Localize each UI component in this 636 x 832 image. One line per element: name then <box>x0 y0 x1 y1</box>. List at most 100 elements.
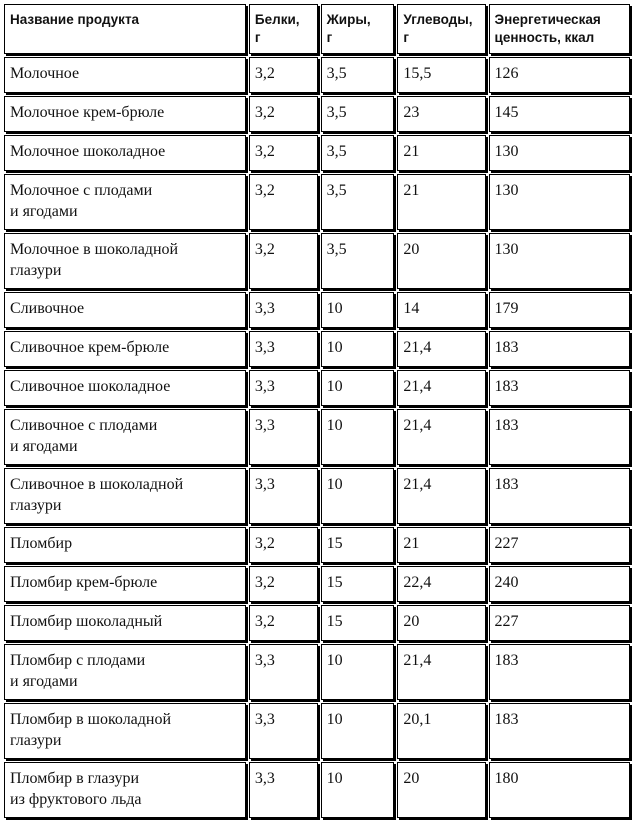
product-cell: Пломбир с плодами и ягодами <box>4 644 246 700</box>
table-row: Пломбир крем-брюле 3,2 15 22,4 240 <box>4 566 630 602</box>
value-cell: 21,4 <box>397 468 486 524</box>
header-cell: Белки, г <box>248 4 318 54</box>
value-cell: 3,5 <box>320 233 395 289</box>
value-cell: 21 <box>397 527 486 563</box>
value-cell: 3,3 <box>248 292 318 328</box>
value-cell: 10 <box>320 292 395 328</box>
value-cell: 227 <box>488 605 630 641</box>
value-cell: 130 <box>488 135 630 171</box>
value-cell: 10 <box>320 331 395 367</box>
table-row: Сливочное с плодами и ягодами 3,3 10 21,4 18… <box>4 409 630 465</box>
product-cell: Сливочное <box>4 292 246 328</box>
value-cell: 21 <box>397 174 486 230</box>
table-row: Сливочное шоколадное 3,3 10 21,4 183 <box>4 370 630 406</box>
product-cell: Молочное в шоколадной глазури <box>4 233 246 289</box>
value-cell: 179 <box>488 292 630 328</box>
table-row: Сливочное 3,3 10 14 179 <box>4 292 630 328</box>
product-cell: Молочное шоколадное <box>4 135 246 171</box>
value-cell: 3,5 <box>320 135 395 171</box>
product-cell: Пломбир в шоколадной глазури <box>4 703 246 759</box>
table-row: Пломбир с плодами и ягодами 3,3 10 21,4 183 <box>4 644 630 700</box>
header-cell: Жиры, г <box>320 4 395 54</box>
value-cell: 21,4 <box>397 409 486 465</box>
product-cell: Пломбир шоколадный <box>4 605 246 641</box>
value-cell: 15 <box>320 605 395 641</box>
value-cell: 3,3 <box>248 762 318 818</box>
value-cell: 20 <box>397 233 486 289</box>
value-cell: 3,3 <box>248 703 318 759</box>
table-row: Пломбир в шоколадной глазури 3,3 10 20,1 183 <box>4 703 630 759</box>
value-cell: 183 <box>488 468 630 524</box>
value-cell: 130 <box>488 174 630 230</box>
product-cell: Молочное крем-брюле <box>4 96 246 132</box>
value-cell: 10 <box>320 762 395 818</box>
value-cell: 15,5 <box>397 57 486 93</box>
value-cell: 3,2 <box>248 527 318 563</box>
table-row: Молочное 3,2 3,5 15,5 126 <box>4 57 630 93</box>
product-cell: Сливочное в шоколадной глазури <box>4 468 246 524</box>
value-cell: 145 <box>488 96 630 132</box>
value-cell: 21,4 <box>397 331 486 367</box>
table-row: Пломбир в глазури из фруктового льда 3,3 1… <box>4 762 630 818</box>
value-cell: 3,2 <box>248 566 318 602</box>
table-body: Молочное 3,2 3,5 15,5 126 Молочное крем-брюле… <box>4 57 630 818</box>
value-cell: 183 <box>488 331 630 367</box>
value-cell: 23 <box>397 96 486 132</box>
product-cell: Пломбир крем-брюле <box>4 566 246 602</box>
value-cell: 10 <box>320 409 395 465</box>
value-cell: 20 <box>397 605 486 641</box>
table-row: Сливочное в шоколадной глазури 3,3 10 21,4 1… <box>4 468 630 524</box>
value-cell: 126 <box>488 57 630 93</box>
value-cell: 10 <box>320 370 395 406</box>
value-cell: 3,2 <box>248 57 318 93</box>
table-row: Молочное шоколадное 3,2 3,5 21 130 <box>4 135 630 171</box>
value-cell: 3,5 <box>320 96 395 132</box>
value-cell: 3,3 <box>248 409 318 465</box>
value-cell: 14 <box>397 292 486 328</box>
value-cell: 20 <box>397 762 486 818</box>
product-cell: Молочное с плодами и ягодами <box>4 174 246 230</box>
value-cell: 3,2 <box>248 96 318 132</box>
value-cell: 21,4 <box>397 370 486 406</box>
table-row: Пломбир шоколадный 3,2 15 20 227 <box>4 605 630 641</box>
table-row: Молочное в шоколадной глазури 3,2 3,5 20 130 <box>4 233 630 289</box>
value-cell: 183 <box>488 370 630 406</box>
value-cell: 3,2 <box>248 605 318 641</box>
value-cell: 3,2 <box>248 174 318 230</box>
table-row: Молочное с плодами и ягодами 3,2 3,5 21 130 <box>4 174 630 230</box>
value-cell: 3,3 <box>248 468 318 524</box>
value-cell: 227 <box>488 527 630 563</box>
product-cell: Пломбир в глазури из фруктового льда <box>4 762 246 818</box>
value-cell: 183 <box>488 703 630 759</box>
value-cell: 15 <box>320 527 395 563</box>
value-cell: 3,2 <box>248 233 318 289</box>
value-cell: 3,2 <box>248 135 318 171</box>
value-cell: 20,1 <box>397 703 486 759</box>
value-cell: 3,5 <box>320 174 395 230</box>
header-cell: Энергетическая ценность, ккал <box>488 4 630 54</box>
header-cell: Углеводы, г <box>397 4 486 54</box>
value-cell: 3,3 <box>248 644 318 700</box>
table-row: Молочное крем-брюле 3,2 3,5 23 145 <box>4 96 630 132</box>
product-cell: Сливочное крем-брюле <box>4 331 246 367</box>
value-cell: 10 <box>320 644 395 700</box>
value-cell: 3,3 <box>248 370 318 406</box>
value-cell: 130 <box>488 233 630 289</box>
value-cell: 180 <box>488 762 630 818</box>
product-cell: Сливочное шоколадное <box>4 370 246 406</box>
product-cell: Молочное <box>4 57 246 93</box>
value-cell: 3,3 <box>248 331 318 367</box>
value-cell: 183 <box>488 644 630 700</box>
value-cell: 3,5 <box>320 57 395 93</box>
value-cell: 10 <box>320 703 395 759</box>
header-cell: Название продукта <box>4 4 246 54</box>
product-cell: Сливочное с плодами и ягодами <box>4 409 246 465</box>
value-cell: 21,4 <box>397 644 486 700</box>
value-cell: 183 <box>488 409 630 465</box>
table-row: Пломбир 3,2 15 21 227 <box>4 527 630 563</box>
value-cell: 240 <box>488 566 630 602</box>
value-cell: 10 <box>320 468 395 524</box>
product-cell: Пломбир <box>4 527 246 563</box>
table-row: Сливочное крем-брюле 3,3 10 21,4 183 <box>4 331 630 367</box>
